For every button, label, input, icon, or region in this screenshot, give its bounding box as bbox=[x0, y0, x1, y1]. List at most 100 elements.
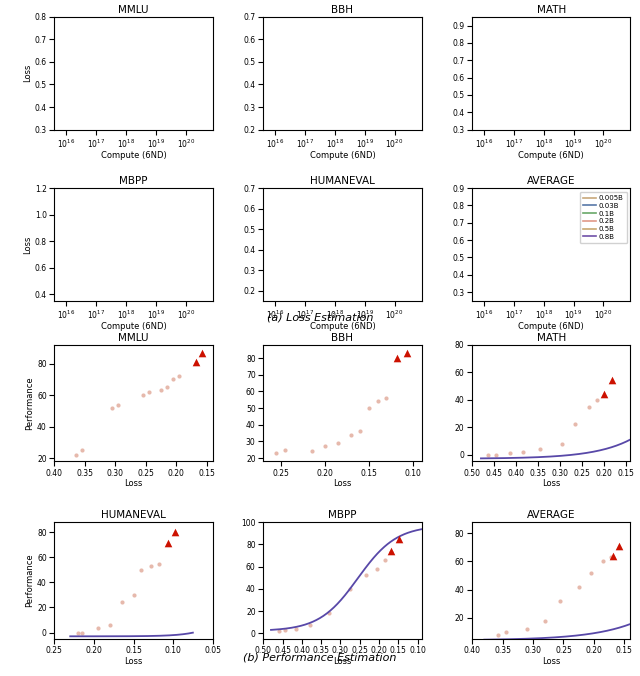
Point bbox=[74, 335, 84, 346]
Point bbox=[346, 429, 356, 440]
Point bbox=[97, 337, 107, 347]
Point bbox=[325, 322, 335, 333]
Point bbox=[382, 168, 392, 178]
Point bbox=[479, 328, 490, 339]
Point bbox=[575, 337, 586, 348]
Point bbox=[578, 173, 588, 184]
Point bbox=[306, 321, 316, 332]
Point bbox=[378, 325, 388, 336]
Point bbox=[544, 174, 554, 185]
Point bbox=[494, 165, 504, 176]
Point bbox=[360, 167, 371, 178]
Point bbox=[518, 335, 529, 346]
Point bbox=[524, 173, 534, 184]
Point bbox=[338, 167, 348, 178]
Point bbox=[601, 174, 611, 185]
Point bbox=[594, 175, 604, 186]
Point bbox=[601, 337, 611, 347]
Point bbox=[93, 338, 103, 349]
Point bbox=[510, 335, 520, 346]
Point bbox=[494, 329, 504, 339]
Point bbox=[470, 329, 480, 339]
Point bbox=[301, 320, 311, 331]
Point bbox=[116, 338, 127, 349]
Point bbox=[580, 337, 591, 348]
Title: MBPP: MBPP bbox=[328, 510, 356, 520]
Point bbox=[372, 325, 382, 336]
Point bbox=[124, 189, 134, 200]
Point bbox=[346, 167, 356, 178]
Point bbox=[345, 583, 355, 594]
Y-axis label: Loss: Loss bbox=[23, 235, 32, 254]
Point bbox=[575, 175, 586, 186]
Point bbox=[385, 168, 395, 179]
Point bbox=[330, 167, 340, 178]
Point bbox=[328, 166, 338, 177]
Point bbox=[562, 175, 572, 186]
Point bbox=[586, 337, 596, 348]
Point bbox=[307, 322, 317, 333]
Point bbox=[61, 330, 72, 341]
Point bbox=[561, 174, 571, 185]
Point bbox=[116, 189, 127, 199]
Point bbox=[516, 335, 526, 346]
Point bbox=[146, 340, 156, 351]
Point bbox=[358, 167, 368, 178]
Point bbox=[301, 322, 312, 333]
Point bbox=[375, 324, 385, 335]
Point bbox=[492, 333, 502, 344]
Point bbox=[187, 191, 197, 202]
Point bbox=[575, 337, 586, 348]
Point bbox=[372, 396, 383, 407]
Point bbox=[358, 324, 368, 335]
Point bbox=[484, 328, 495, 339]
Point bbox=[370, 325, 380, 336]
Point bbox=[143, 387, 154, 397]
Point bbox=[333, 323, 343, 334]
Point bbox=[589, 338, 600, 349]
Point bbox=[280, 320, 291, 331]
Point bbox=[381, 325, 391, 336]
Point bbox=[309, 166, 319, 176]
Point bbox=[280, 164, 291, 174]
Point bbox=[344, 167, 354, 178]
Point bbox=[540, 615, 550, 626]
Point bbox=[99, 187, 109, 197]
Point bbox=[106, 337, 116, 348]
Point bbox=[149, 188, 159, 199]
Point bbox=[168, 341, 179, 352]
Point bbox=[380, 168, 390, 178]
Point bbox=[317, 323, 328, 334]
Point bbox=[372, 168, 382, 178]
Point bbox=[163, 341, 173, 352]
Point bbox=[370, 168, 380, 178]
Point bbox=[136, 564, 147, 575]
Point bbox=[185, 191, 195, 201]
Point bbox=[515, 335, 525, 345]
Point bbox=[173, 191, 184, 202]
Point bbox=[509, 334, 520, 345]
Point bbox=[126, 189, 136, 200]
Point bbox=[588, 175, 598, 186]
Point bbox=[293, 164, 303, 174]
Point bbox=[155, 190, 165, 201]
Point bbox=[159, 191, 170, 202]
Point bbox=[126, 340, 136, 351]
Point bbox=[390, 168, 401, 179]
Point bbox=[280, 444, 291, 455]
Point bbox=[510, 171, 520, 182]
Point bbox=[76, 180, 86, 191]
Point bbox=[57, 330, 67, 341]
Point bbox=[397, 325, 408, 336]
Point bbox=[293, 320, 303, 331]
Point bbox=[368, 168, 378, 178]
Point bbox=[522, 623, 532, 634]
Point bbox=[308, 322, 319, 333]
Point bbox=[378, 170, 388, 180]
Point bbox=[100, 187, 111, 197]
Point bbox=[105, 620, 115, 631]
Point bbox=[163, 191, 173, 201]
Point bbox=[390, 324, 401, 335]
Point bbox=[573, 338, 584, 349]
Point bbox=[535, 174, 545, 185]
